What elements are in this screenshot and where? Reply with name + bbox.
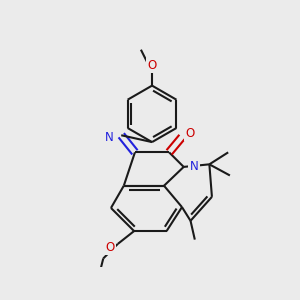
- Text: O: O: [185, 127, 194, 140]
- Text: N: N: [105, 131, 114, 144]
- Text: N: N: [190, 160, 198, 172]
- Text: O: O: [147, 58, 157, 72]
- Text: O: O: [106, 241, 115, 254]
